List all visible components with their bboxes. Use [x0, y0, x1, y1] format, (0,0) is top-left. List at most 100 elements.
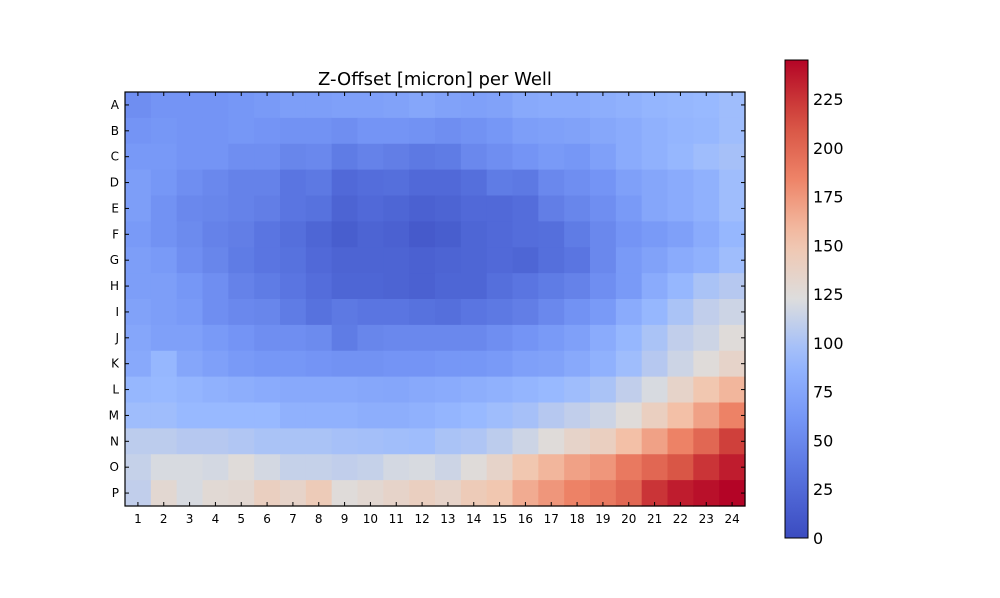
heatmap-cell-N20	[615, 428, 643, 455]
heatmap-cell-C5	[228, 143, 255, 171]
heatmap-cell-D3	[176, 169, 204, 197]
heatmap-cell-D16	[512, 169, 539, 197]
heatmap-cell-O9	[331, 454, 359, 481]
column-label-15: 15	[492, 512, 507, 526]
heatmap-cell-I15	[486, 299, 514, 326]
heatmap-cell-D5	[228, 169, 255, 197]
heatmap-cell-G1	[125, 247, 152, 274]
heatmap-cell-F6	[254, 221, 281, 248]
heatmap-cell-N19	[590, 428, 617, 455]
heatmap-cell-D8	[305, 169, 333, 197]
column-label-19: 19	[595, 512, 610, 526]
column-labels: 1 2 3 4 5 6 7 8 9 10 11 12 13 14 15 16 17 18 19 20 21 22 23 24	[134, 512, 740, 526]
heatmap-cell-L15	[486, 376, 514, 404]
heatmap-cell-I14	[460, 299, 488, 326]
heatmap-cell-M22	[667, 402, 694, 429]
heatmap-cell-G6	[254, 247, 281, 274]
heatmap-cell-A23	[693, 92, 720, 119]
heatmap-cell-N18	[564, 428, 591, 455]
heatmap-cell-D22	[667, 169, 694, 197]
heatmap-cell-L18	[564, 376, 591, 404]
heatmap-cell-B13	[435, 117, 462, 145]
heatmap-cell-G15	[486, 247, 514, 274]
heatmap-cell-N5	[228, 428, 255, 455]
heatmap-cell-D14	[460, 169, 488, 197]
heatmap-cell-H3	[176, 273, 204, 300]
heatmap-cell-F22	[667, 221, 694, 248]
heatmap-cell-L6	[254, 376, 281, 404]
heatmap-cell-B4	[202, 117, 229, 145]
heatmap-cell-E5	[228, 195, 255, 222]
heatmap-cell-F2	[150, 221, 178, 248]
heatmap-cell-O15	[486, 454, 514, 481]
heatmap-cell-N7	[280, 428, 307, 455]
heatmap-cell-N9	[331, 428, 359, 455]
heatmap-cell-M12	[409, 402, 436, 429]
heatmap-cell-L21	[641, 376, 669, 404]
heatmap-cell-I8	[305, 299, 333, 326]
row-label-O: O	[110, 460, 119, 474]
heatmap-cell-D15	[486, 169, 514, 197]
heatmap-cell-G2	[150, 247, 178, 274]
heatmap-cell-A20	[615, 92, 643, 119]
colorbar-tick-label-200: 200	[813, 139, 844, 158]
row-label-A: A	[111, 98, 120, 112]
heatmap-cell-H22	[667, 273, 694, 300]
heatmap-cell-L11	[383, 376, 410, 404]
heatmap-cell-M3	[176, 402, 204, 429]
heatmap-cell-G10	[357, 247, 384, 274]
row-label-J: J	[114, 331, 119, 345]
heatmap-cell-N17	[538, 428, 565, 455]
heatmap-cell-C7	[280, 143, 307, 171]
heatmap-cell-O13	[435, 454, 462, 481]
heatmap-cell-N21	[641, 428, 669, 455]
heatmap-cell-G12	[409, 247, 436, 274]
row-label-F: F	[112, 227, 119, 241]
heatmap-cell-M17	[538, 402, 565, 429]
heatmap-cell-F19	[590, 221, 617, 248]
column-label-4: 4	[212, 512, 220, 526]
heatmap-cell-L20	[615, 376, 643, 404]
heatmap-cell-D13	[435, 169, 462, 197]
heatmap-cell-J20	[615, 324, 643, 352]
heatmap-cell-N8	[305, 428, 333, 455]
heatmap-cell-B23	[693, 117, 720, 145]
heatmap-cell-L10	[357, 376, 384, 404]
heatmap-cell-O16	[512, 454, 539, 481]
heatmap-cell-A4	[202, 92, 229, 119]
row-label-D: D	[110, 176, 119, 190]
heatmap-cell-D12	[409, 169, 436, 197]
heatmap-cell-O20	[615, 454, 643, 481]
heatmap-cell-N3	[176, 428, 204, 455]
heatmap-cell-O19	[590, 454, 617, 481]
plot-frame	[124, 91, 746, 507]
row-label-L: L	[112, 383, 119, 397]
heatmap-cell-D23	[693, 169, 720, 197]
column-label-7: 7	[289, 512, 297, 526]
heatmap-cell-K22	[667, 350, 694, 378]
heatmap-cell-E14	[460, 195, 488, 222]
heatmap-cell-J23	[693, 324, 720, 352]
column-label-1: 1	[134, 512, 142, 526]
heatmap-cell-J1	[125, 324, 152, 352]
heatmap-cell-G3	[176, 247, 204, 274]
heatmap-cell-N14	[460, 428, 488, 455]
heatmap-cell-O18	[564, 454, 591, 481]
heatmap-cell-B8	[305, 117, 333, 145]
heatmap-cell-I11	[383, 299, 410, 326]
heatmap-cell-M1	[125, 402, 152, 429]
heatmap-cell-O1	[125, 454, 152, 481]
heatmap-cell-M21	[641, 402, 669, 429]
heatmap-cell-K15	[486, 350, 514, 378]
heatmap-cell-E22	[667, 195, 694, 222]
heatmap-cell-B11	[383, 117, 410, 145]
heatmap-cell-E17	[538, 195, 565, 222]
heatmap-cell-L2	[150, 376, 178, 404]
heatmap-cell-J18	[564, 324, 591, 352]
heatmap-cell-B2	[150, 117, 178, 145]
heatmap-cell-O21	[641, 454, 669, 481]
heatmap-cell-D2	[150, 169, 178, 197]
heatmap-cell-E8	[305, 195, 333, 222]
row-label-H: H	[110, 279, 119, 293]
row-label-B: B	[111, 124, 119, 138]
